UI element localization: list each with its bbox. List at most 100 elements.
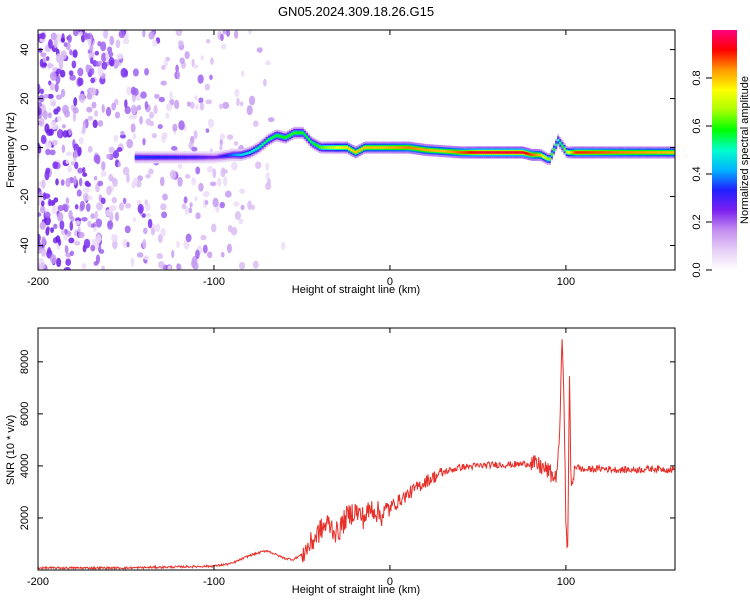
spectrogram-ridge-cell	[582, 151, 585, 154]
spectrogram-noise-cell	[239, 188, 246, 194]
spectrogram-noise-cell	[40, 134, 47, 145]
spectrogram-ridge-cell	[240, 153, 243, 157]
spectrogram-noise-cell	[144, 67, 149, 76]
snr-y-tick-label: 2000	[19, 506, 31, 530]
spectrogram-noise-cell	[100, 170, 107, 177]
spectrogram-noise-cell	[103, 30, 109, 39]
spectrogram-noise-cell	[110, 177, 116, 183]
spectrogram-ridge-cell	[168, 156, 171, 159]
spectrogram-noise-cell	[122, 38, 130, 45]
snr-series-line	[38, 339, 675, 570]
spectrogram-noise-cell	[189, 202, 193, 208]
spectrogram-noise-cell	[222, 101, 230, 110]
spectrogram-ridge-cell	[286, 135, 290, 138]
spectrogram-noise-cell	[97, 180, 104, 187]
spectrogram-ridge-cell	[654, 151, 657, 154]
spectrogram-ridge-cell	[641, 151, 644, 154]
spectrogram-noise-cell	[132, 217, 137, 222]
spectrogram-noise-cell	[122, 197, 127, 204]
spectrogram-noise-cell	[157, 124, 163, 130]
spectrogram-ridge-cell	[360, 147, 363, 151]
spectrogram-ridge-cell	[402, 146, 406, 149]
spectrogram-noise-cell	[93, 260, 99, 266]
spectrogram-noise-cell	[148, 31, 155, 40]
spectrogram-noise-cell	[53, 223, 58, 230]
spectrogram-ridge-cell	[453, 150, 456, 154]
spectrogram-noise-cell	[145, 212, 151, 218]
spectrogram-noise-cell	[239, 101, 244, 107]
spectrogram-ridge-cell	[219, 155, 222, 158]
spectrogram-noise-cell	[161, 211, 168, 219]
spectrogram-noise-cell	[124, 99, 128, 109]
spectrogram-noise-cell	[135, 94, 142, 101]
spectrogram-noise-cell	[74, 204, 79, 210]
spectrogram-ridge-cell	[231, 153, 235, 157]
snr-y-tick-label: 4000	[19, 454, 31, 478]
spectrogram-noise-cell	[74, 240, 81, 246]
spectrogram-noise-cell	[101, 104, 105, 113]
spectrogram-ridge-cell	[434, 149, 437, 152]
spectrogram-noise-cell	[204, 200, 209, 205]
spectrogram-noise-cell	[94, 110, 99, 117]
spectrogram-noise-cell	[178, 120, 185, 131]
spectrogram-ridge-cell	[164, 156, 167, 159]
spectrogram-ridge-cell	[229, 153, 233, 157]
spectrogram-ridge-cell	[407, 146, 410, 149]
spectrogram-ridge-cell	[635, 151, 638, 154]
spectrogram-ridge-cell	[297, 131, 300, 135]
snr-y-axis-label: SNR (10 * v/v)	[5, 415, 17, 485]
spectrogram-noise-cell	[240, 204, 245, 211]
spectrogram-noise-cell	[43, 193, 51, 199]
spectrogram-x-tick-label: -100	[203, 276, 225, 288]
spectrogram-noise-cell	[175, 30, 183, 37]
spectrogram-ridge-cell	[379, 146, 382, 149]
spectrogram-noise-cell	[198, 97, 204, 104]
spectrogram-ridge-cell	[421, 148, 425, 151]
spectrogram-noise-cell	[60, 50, 67, 60]
spectrogram-ridge-cell	[563, 147, 566, 151]
spectrogram-ridge-cell	[597, 151, 600, 154]
spectrogram-ridge-cell	[388, 146, 391, 149]
spectrogram-ridge-cell	[470, 151, 473, 154]
spectrogram-noise-cell	[69, 49, 73, 56]
spectrogram-noise-cell	[216, 178, 222, 187]
spectrogram-noise-cell	[93, 175, 98, 181]
spectrogram-ridge-cell	[405, 146, 408, 149]
spectrogram-noise-cell	[40, 32, 46, 40]
spectrogram-ridge-cell	[544, 156, 547, 159]
spectrogram-noise-cell	[56, 257, 62, 268]
spectrogram-ridge-cell	[155, 156, 159, 159]
spectrogram-ridge-cell	[398, 146, 401, 149]
spectrogram-noise-cell	[78, 77, 84, 86]
spectrogram-ridge-cell	[658, 151, 661, 154]
spectrogram-ridge-cell	[639, 151, 642, 154]
spectrogram-ridge-cell	[645, 151, 648, 154]
spectrogram-noise-cell	[202, 244, 208, 254]
spectrogram-ridge-cell	[348, 147, 351, 151]
spectrogram-x-axis-label: Height of straight line (km)	[292, 284, 420, 296]
spectrogram-ridge-cell	[369, 146, 372, 149]
spectrogram-noise-cell	[253, 120, 259, 128]
spectrogram-noise-cell	[254, 161, 262, 170]
spectrogram-noise-cell	[220, 167, 226, 178]
spectrogram-noise-cell	[262, 78, 267, 87]
spectrogram-noise-cell	[90, 68, 95, 75]
spectrogram-ridge-cell	[485, 151, 488, 154]
spectrogram-noise-cell	[141, 213, 146, 218]
spectrogram-ridge-cell	[631, 151, 634, 154]
spectrogram-ridge-cell	[535, 153, 539, 157]
spectrogram-noise-cell	[106, 185, 112, 196]
spectrogram-noise-cell	[70, 161, 75, 166]
snr-x-tick-label: -200	[27, 576, 49, 588]
spectrogram-noise-cell	[74, 161, 79, 170]
spectrogram-noise-cell	[124, 225, 131, 234]
spectrogram-noise-cell	[39, 37, 46, 43]
spectrogram-noise-cell	[238, 218, 244, 225]
spectrogram-noise-cell	[40, 52, 47, 58]
colorbar-tick-label: 0.8	[691, 70, 703, 85]
spectrogram-noise-cell	[220, 251, 225, 258]
colorbar: 0.0 0.2 0.4 0.6 0.8 Normalized spectral ampl…	[691, 30, 750, 278]
spectrogram-noise-cell	[38, 101, 43, 108]
spectrogram-ridge-cell	[607, 151, 610, 154]
